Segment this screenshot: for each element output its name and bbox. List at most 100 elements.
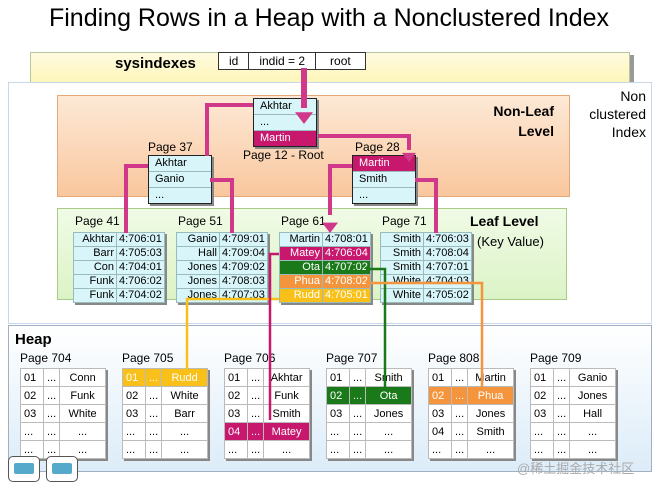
leaf-level-sublabel: (Key Value) — [477, 234, 544, 249]
row-name: ... — [263, 440, 310, 459]
row-name: Smith — [365, 368, 412, 387]
sysindexes-col-root: root — [330, 54, 351, 68]
index-entry: Akhtar — [149, 156, 211, 172]
leaf-key: Hall — [176, 246, 220, 261]
index-entry: Smith — [353, 172, 415, 188]
heap-page: 01... Ganio 02... Jones 03... Hall...........… — [530, 368, 616, 459]
row-name: ... — [365, 422, 412, 441]
leaf-rid: 4:709:04 — [219, 246, 268, 261]
pointer-line — [124, 164, 148, 233]
heap-row: 01... Akhtar — [224, 368, 310, 387]
index-entry: ... — [155, 189, 165, 201]
index-entry: ... — [254, 115, 316, 131]
index-page: Akhtar... Martin — [253, 98, 317, 147]
row-slot: 04 — [224, 422, 248, 441]
leaf-rid: 4:705:02 — [423, 288, 472, 303]
leaf-entry: White 4:705:02 — [380, 288, 472, 303]
leaf-rid: 4:709:01 — [219, 232, 268, 247]
leaf-entry: Martin 4:708:01 — [279, 232, 371, 247]
row-data: ... — [450, 440, 469, 459]
index-entry: Martin — [254, 131, 316, 146]
row-name: ... — [569, 440, 616, 459]
leaf-rid: 4:704:02 — [116, 288, 165, 303]
row-data: ... — [144, 440, 163, 459]
leaf-key: Jones — [176, 260, 220, 275]
heap-row: 01... Rudd — [122, 368, 208, 387]
leaf-entry: Jones 4:708:03 — [176, 274, 268, 289]
leaf-rid: 4:708:02 — [322, 274, 371, 289]
heap-page-label: Page 808 — [428, 351, 480, 365]
heap-row: 03... Jones — [326, 404, 412, 423]
row-name: ... — [365, 440, 412, 459]
leaf-page: Ganio 4:709:01 Hall 4:709:04 Jones 4:709:02 Jo… — [176, 232, 268, 303]
slide-icon — [14, 463, 34, 474]
leaf-entry: Matey 4:706:04 — [279, 246, 371, 261]
row-slot: 01 — [530, 368, 554, 387]
heap-page: 01... Smith 02... Ota 03... Jones............… — [326, 368, 412, 459]
rid-pointer-matey — [268, 252, 279, 420]
heap-row: ......... — [20, 440, 106, 459]
leaf-rid: 4:706:01 — [116, 232, 165, 247]
heap-row: 01... Martin — [428, 368, 514, 387]
row-data: ... — [552, 368, 571, 387]
leaf-key: Funk — [73, 274, 117, 289]
row-data: ... — [450, 422, 469, 441]
heap-page-label: Page 706 — [224, 351, 276, 365]
leaf-entry: Funk 4:704:02 — [73, 288, 165, 303]
heap-row: 01... Conn — [20, 368, 106, 387]
pointer-line — [415, 178, 438, 233]
leaf-rid: 4:705:01 — [322, 288, 371, 303]
rid-pointer-phua — [366, 281, 484, 390]
index-page-label: Page 12 - Root — [243, 148, 324, 162]
index-page-label: Page 37 — [148, 140, 193, 154]
nonclustered-index-label: Non clustered Index — [589, 88, 646, 140]
row-name: Akhtar — [263, 368, 310, 387]
leaf-page: Martin 4:708:01 Matey 4:706:04 Ota 4:707:02 Ph… — [279, 232, 371, 303]
leaf-page-label: Page 71 — [382, 214, 427, 228]
leaf-key: Smith — [380, 232, 424, 247]
heap-page: 01... Martin 02... Phua 03... Jones 04... Smith… — [428, 368, 514, 459]
row-slot: 02 — [530, 386, 554, 405]
heap-row: ......... — [326, 440, 412, 459]
leaf-entry: Funk 4:706:02 — [73, 274, 165, 289]
index-entry: Martin — [353, 156, 415, 172]
pointer-line — [205, 103, 253, 156]
arrow-icon — [322, 222, 338, 233]
heap-row: ......... — [326, 422, 412, 441]
row-slot: 01 — [122, 368, 146, 387]
index-entry: Ganio — [149, 172, 211, 188]
heap-row: 01... Ganio — [530, 368, 616, 387]
next-slide-button[interactable] — [46, 456, 78, 482]
previous-slide-button[interactable] — [8, 456, 40, 482]
sysindexes-col-id: id — [219, 53, 250, 69]
heap-label: Heap — [15, 331, 52, 348]
leaf-entry: Smith 4:708:04 — [380, 246, 472, 261]
heap-row: 01... Smith — [326, 368, 412, 387]
row-name: ... — [59, 422, 106, 441]
leaf-key: Funk — [73, 288, 117, 303]
leaf-entry: Akhtar 4:706:01 — [73, 232, 165, 247]
row-name: Smith — [263, 404, 310, 423]
slide-icon — [52, 463, 72, 474]
arrow-icon — [295, 112, 313, 124]
heap-page-label: Page 704 — [20, 351, 72, 365]
diagram-title: Finding Rows in a Heap with a Noncluster… — [48, 4, 610, 32]
row-name: ... — [59, 440, 106, 459]
row-data: ... — [246, 368, 265, 387]
index-entry: Akhtar — [254, 99, 316, 115]
row-data: ... — [42, 368, 61, 387]
row-data: ... — [144, 422, 163, 441]
pointer-line — [318, 134, 411, 150]
row-name: Smith — [467, 422, 514, 441]
leaf-entry: Phua 4:708:02 — [279, 274, 371, 289]
pointer-line — [210, 178, 234, 233]
leaf-key: Rudd — [279, 288, 323, 303]
leaf-key: White — [380, 288, 424, 303]
leaf-rid: 4:709:02 — [219, 260, 268, 275]
leaf-rid: 4:707:02 — [322, 260, 371, 275]
leaf-page-label: Page 51 — [178, 214, 223, 228]
row-name: Funk — [59, 386, 106, 405]
leaf-entry: Ota 4:707:02 — [279, 260, 371, 275]
row-name: ... — [161, 440, 208, 459]
leaf-rid: 4:706:03 — [423, 232, 472, 247]
